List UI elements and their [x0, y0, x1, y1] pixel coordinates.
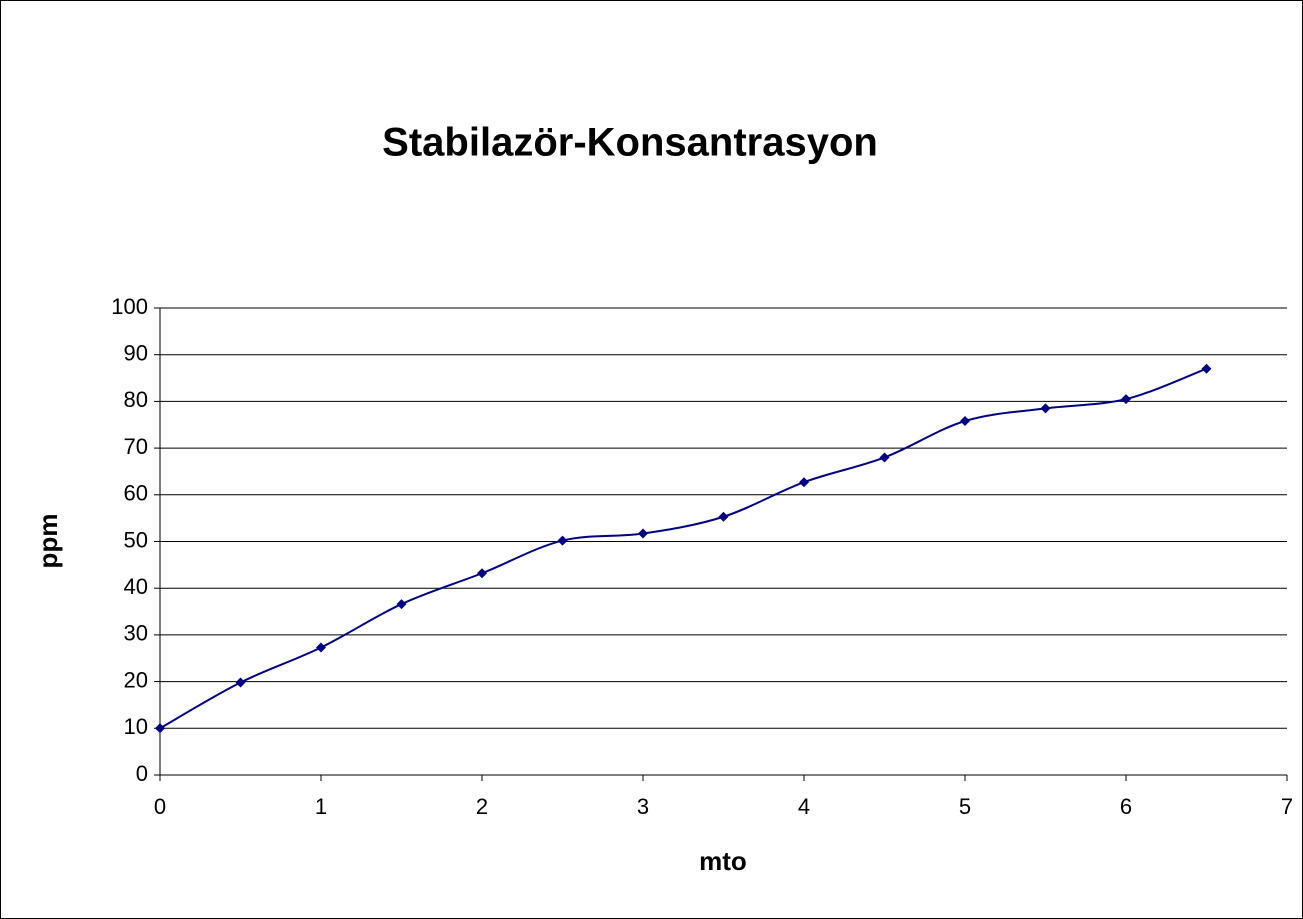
data-point	[879, 452, 890, 463]
y-tick-label: 50	[124, 527, 148, 552]
data-point	[557, 535, 568, 546]
x-tick-label: 0	[154, 794, 166, 819]
series-line	[159, 367, 1207, 730]
x-axis-label: mto	[699, 846, 747, 876]
x-tick-label: 5	[959, 794, 971, 819]
data-point	[235, 677, 246, 688]
y-tick-label: 90	[124, 341, 148, 366]
x-tick-label: 3	[637, 794, 649, 819]
y-tick-label: 40	[124, 574, 148, 599]
data-point	[718, 511, 729, 522]
y-tick-label: 80	[124, 387, 148, 412]
data-point	[960, 416, 970, 427]
data-point	[638, 528, 648, 539]
data-point	[1040, 403, 1051, 414]
x-tick-label: 6	[1120, 794, 1132, 819]
data-point	[477, 568, 487, 579]
data-point	[396, 599, 407, 610]
y-tick-label: 60	[124, 481, 148, 506]
data-point	[316, 642, 326, 653]
y-tick-label: 30	[124, 621, 148, 646]
y-axis-label: ppm	[33, 514, 63, 569]
y-tick-label: 0	[136, 761, 148, 786]
data-point	[1121, 394, 1131, 405]
data-point	[799, 477, 809, 488]
y-tick-label: 10	[124, 714, 148, 739]
chart-title: Stabilazör-Konsantrasyon	[382, 121, 878, 165]
x-tick-label: 4	[798, 794, 810, 819]
data-point	[155, 723, 165, 734]
y-tick-label: 100	[111, 294, 148, 319]
x-tick-label: 2	[476, 794, 488, 819]
x-tick-label: 7	[1281, 794, 1293, 819]
x-tick-label: 1	[315, 794, 327, 819]
data-point	[1201, 363, 1212, 374]
y-tick-label: 70	[124, 434, 148, 459]
y-tick-label: 20	[124, 667, 148, 692]
